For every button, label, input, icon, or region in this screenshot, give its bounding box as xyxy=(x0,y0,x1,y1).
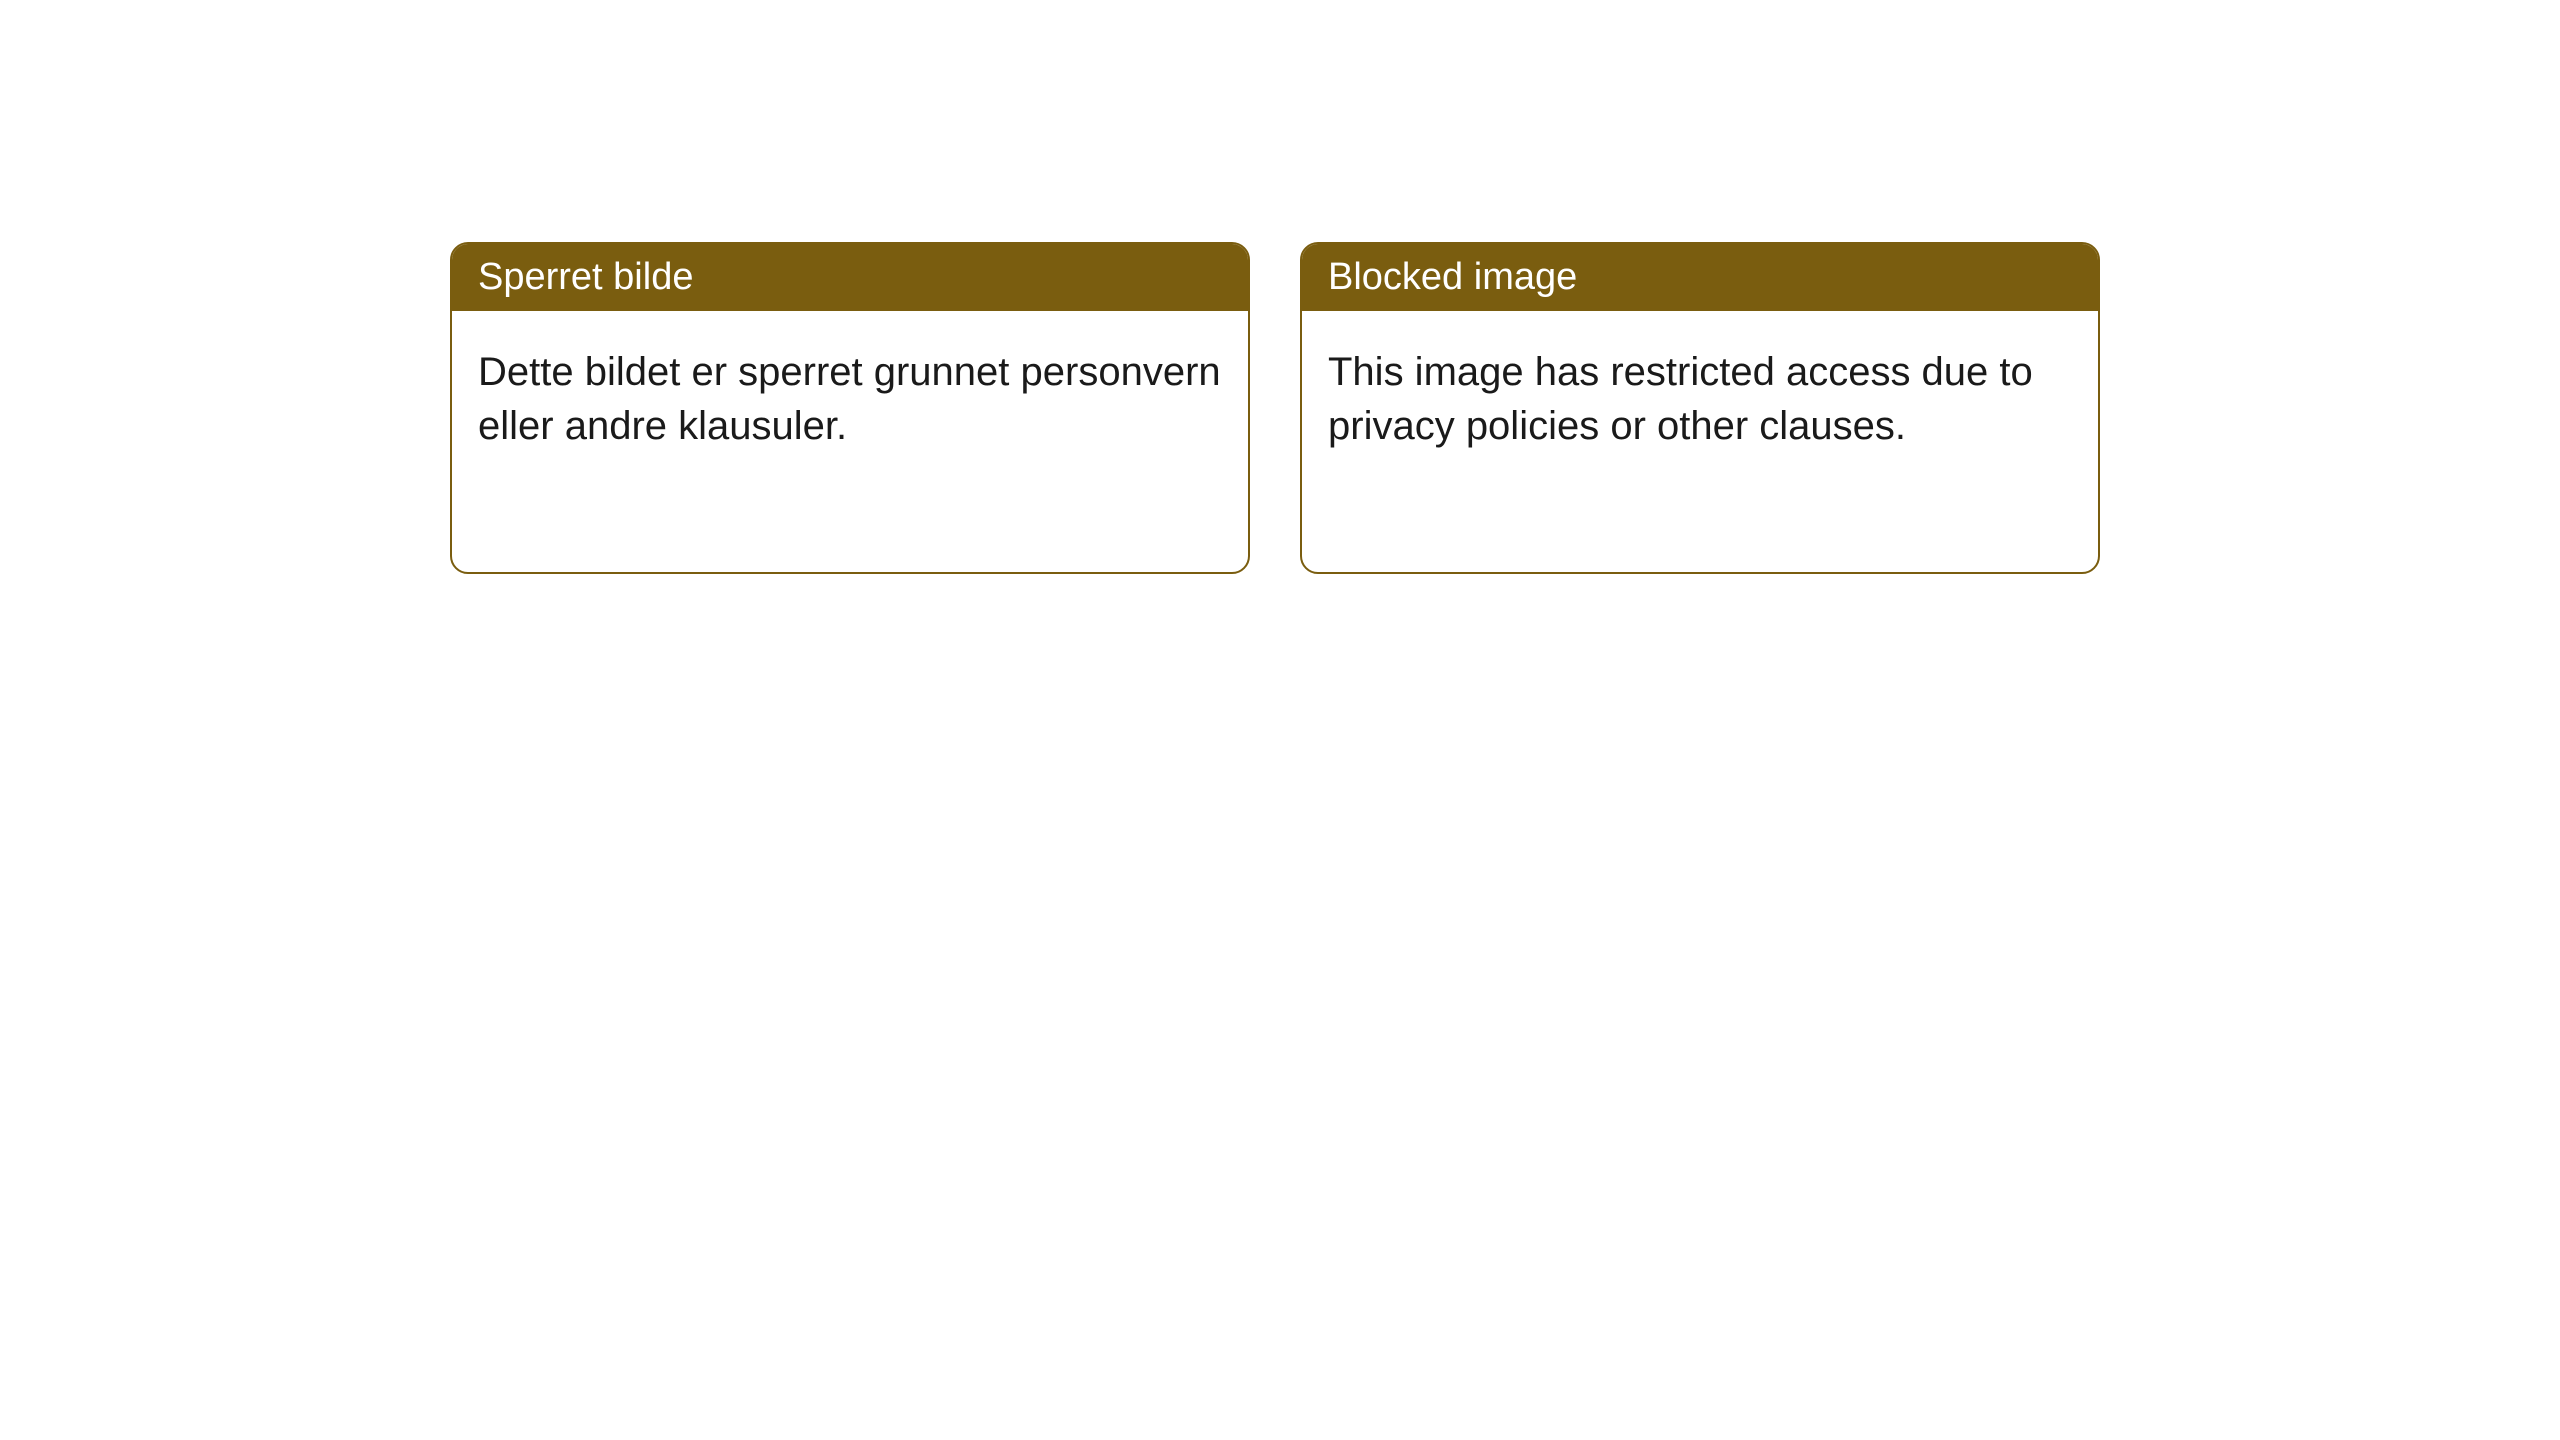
notice-container: Sperret bilde Dette bildet er sperret gr… xyxy=(0,0,2560,574)
card-header: Blocked image xyxy=(1302,244,2098,311)
card-header: Sperret bilde xyxy=(452,244,1248,311)
card-body: This image has restricted access due to … xyxy=(1302,311,2098,487)
blocked-image-card-norwegian: Sperret bilde Dette bildet er sperret gr… xyxy=(450,242,1250,574)
card-body: Dette bildet er sperret grunnet personve… xyxy=(452,311,1248,487)
blocked-image-card-english: Blocked image This image has restricted … xyxy=(1300,242,2100,574)
